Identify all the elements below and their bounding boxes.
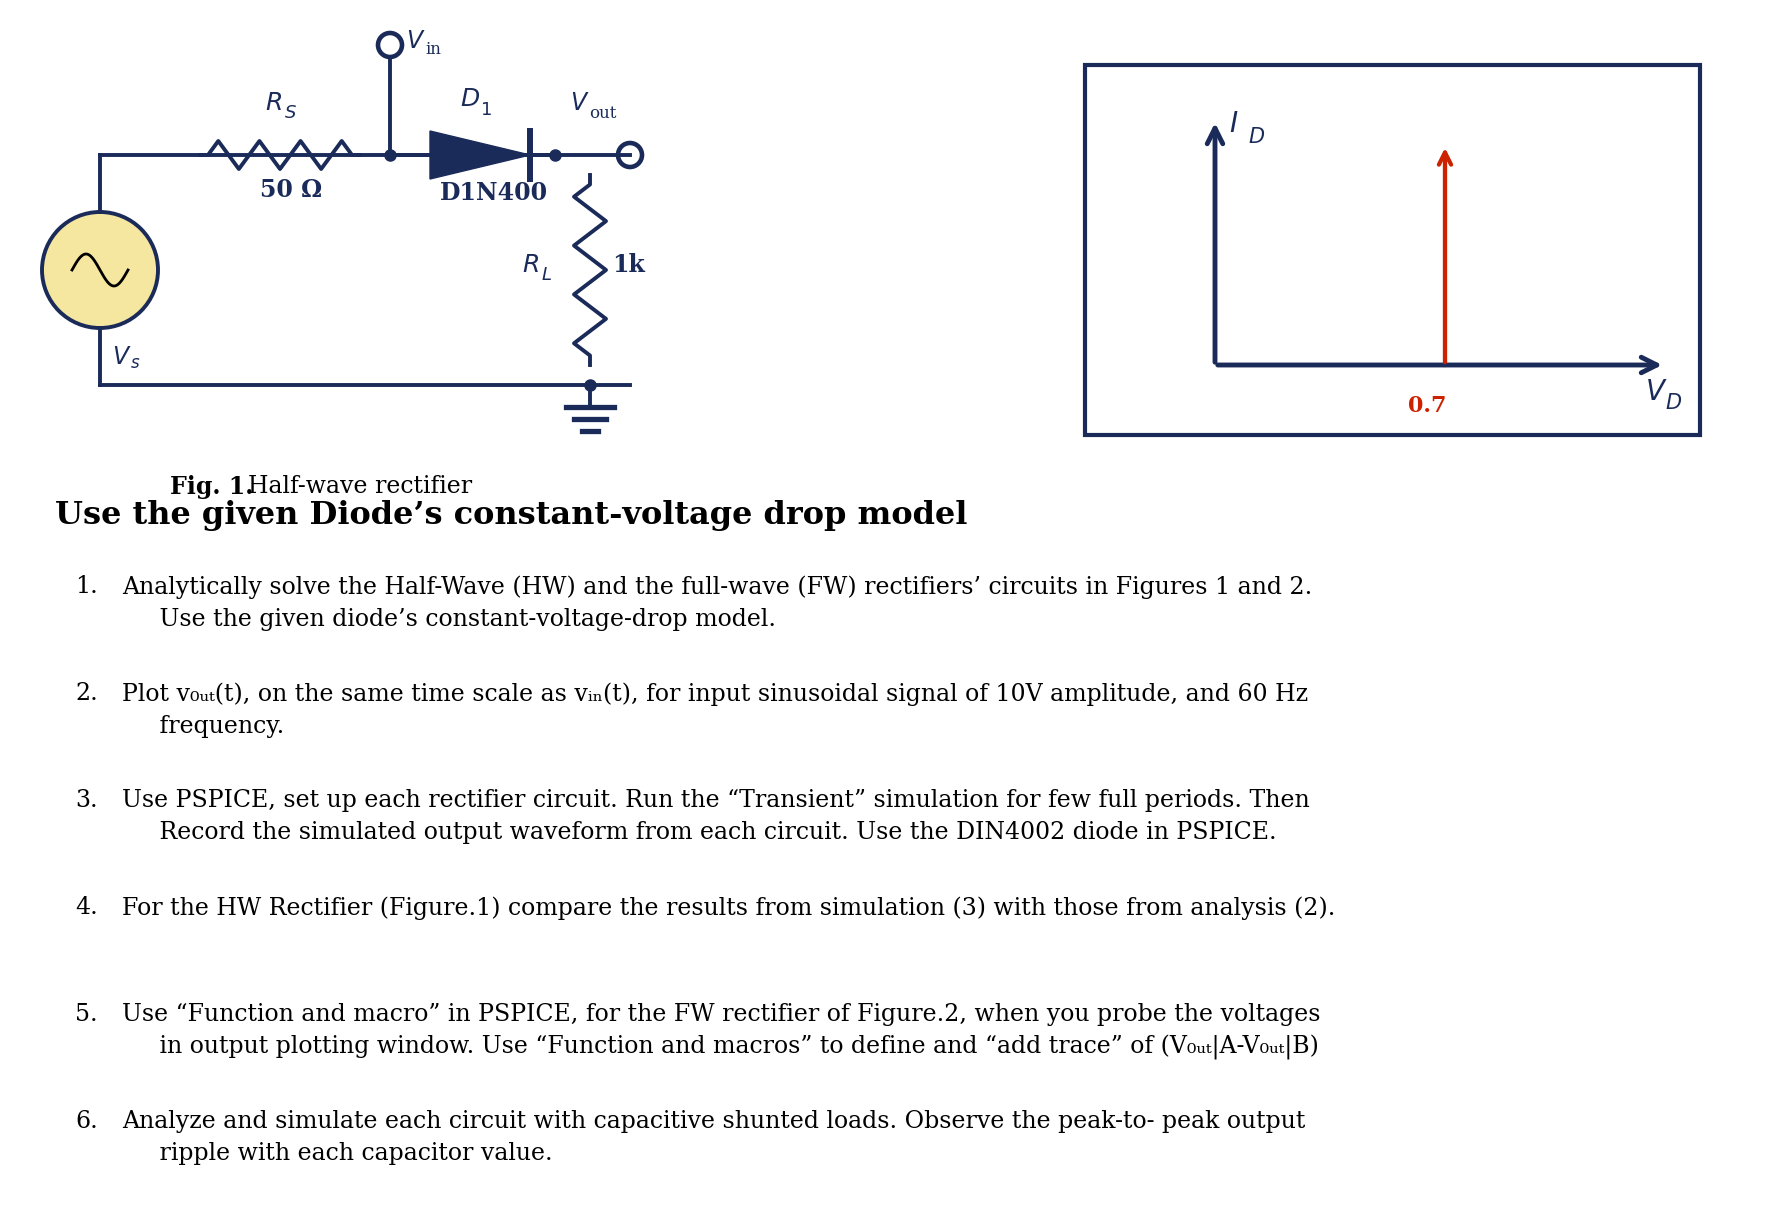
Text: Use the given Diode’s constant-voltage drop model: Use the given Diode’s constant-voltage d… <box>55 500 968 531</box>
Text: Use “Function and macro” in PSPICE, for the FW rectifier of Figure.2, when you p: Use “Function and macro” in PSPICE, for … <box>122 1003 1320 1061</box>
Text: For the HW Rectifier (Figure.1) compare the results from simulation (3) with tho: For the HW Rectifier (Figure.1) compare … <box>122 896 1336 919</box>
Text: Use PSPICE, set up each rectifier circuit. Run the “Transient” simulation for fe: Use PSPICE, set up each rectifier circui… <box>122 788 1310 844</box>
Polygon shape <box>431 131 530 179</box>
Text: $V$: $V$ <box>112 346 131 370</box>
Text: 50 Ω: 50 Ω <box>260 177 323 202</box>
Text: 6.: 6. <box>74 1110 97 1133</box>
Text: $V$: $V$ <box>1644 379 1667 407</box>
Text: 3.: 3. <box>74 788 97 812</box>
Text: 0.7: 0.7 <box>1407 395 1446 416</box>
Text: $D$: $D$ <box>1666 393 1682 413</box>
Text: $s$: $s$ <box>129 355 140 372</box>
Bar <box>1084 65 1699 435</box>
Text: D1N400: D1N400 <box>439 181 548 205</box>
Text: Plot v₀ᵤₜ(t), on the same time scale as vᵢₙ(t), for input sinusoidal signal of 1: Plot v₀ᵤₜ(t), on the same time scale as … <box>122 683 1308 738</box>
Text: $D$: $D$ <box>461 89 480 112</box>
Text: Analytically solve the Half-Wave (HW) and the full-wave (FW) rectifiers’ circuit: Analytically solve the Half-Wave (HW) an… <box>122 575 1313 631</box>
Text: $V$: $V$ <box>406 30 425 53</box>
Circle shape <box>43 212 158 328</box>
Text: out: out <box>588 105 617 122</box>
Text: Fig. 1.: Fig. 1. <box>170 476 253 499</box>
Text: 4.: 4. <box>74 896 97 919</box>
Text: $D$: $D$ <box>1247 127 1265 147</box>
Text: $R$: $R$ <box>523 254 539 276</box>
Text: 2.: 2. <box>74 683 97 705</box>
Text: $I$: $I$ <box>1230 112 1239 138</box>
Text: Analyze and simulate each circuit with capacitive shunted loads. Observe the pea: Analyze and simulate each circuit with c… <box>122 1110 1306 1165</box>
Text: Half-wave rectifier: Half-wave rectifier <box>248 476 471 498</box>
Text: $S$: $S$ <box>284 103 298 122</box>
Text: $1$: $1$ <box>480 101 493 120</box>
Text: 5.: 5. <box>74 1003 97 1026</box>
Text: $L$: $L$ <box>540 266 551 285</box>
Text: 1k: 1k <box>611 253 645 277</box>
Text: 1.: 1. <box>74 575 97 598</box>
Text: in: in <box>425 42 441 58</box>
Text: $R$: $R$ <box>266 91 282 115</box>
Text: $V$: $V$ <box>571 91 590 115</box>
